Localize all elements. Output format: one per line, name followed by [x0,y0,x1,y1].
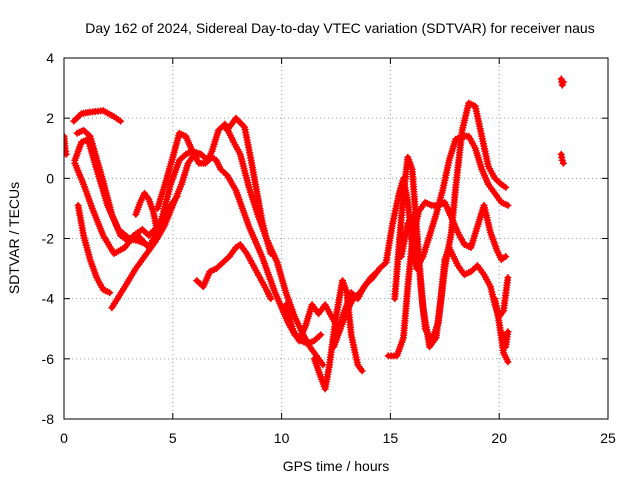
x-tick-label: 5 [169,430,177,446]
x-tick-label: 20 [491,430,507,446]
y-tick-label: -6 [42,351,55,367]
series-19 [557,150,567,167]
y-tick-label: -4 [42,291,55,307]
series-8 [223,114,275,258]
series-markers [64,132,70,158]
series-markers [384,198,510,360]
plot-area [64,75,567,393]
series-markers [132,189,162,236]
series-6 [132,189,162,236]
chart-title: Day 162 of 2024, Sidereal Day-to-day VTE… [85,20,594,36]
series-3 [71,159,181,258]
x-axis-title: GPS time / hours [283,458,390,474]
series-markers [223,114,275,258]
series-0 [70,107,125,125]
series-markers [71,159,181,258]
series-9 [193,241,275,303]
series-4 [74,201,114,297]
y-tick-label: 2 [46,110,54,126]
series-markers [108,120,327,369]
series-markers [500,328,512,351]
x-tick-label: 25 [600,430,616,446]
series-markers [193,241,275,303]
series-18 [557,75,567,89]
series-markers [557,150,567,167]
series-5 [108,120,327,369]
series-14 [384,198,510,360]
series-20 [64,132,70,158]
x-tick-label: 0 [60,430,68,446]
y-tick-label: 4 [46,50,54,66]
series-17 [500,328,512,351]
series-markers [74,201,114,297]
axis-ticks: 0 5 10 15 20 25 -8 -6 -4 -2 0 2 4 [42,50,616,446]
y-axis-title: SDTVAR / TECUs [6,182,22,294]
series-markers [70,107,125,125]
y-tick-label: 0 [46,170,54,186]
x-tick-label: 10 [274,430,290,446]
x-tick-label: 15 [383,430,399,446]
y-tick-label: -2 [42,231,55,247]
grid [64,58,608,419]
series-markers [557,75,567,89]
series-11 [310,277,366,393]
y-tick-label: -8 [42,411,55,427]
